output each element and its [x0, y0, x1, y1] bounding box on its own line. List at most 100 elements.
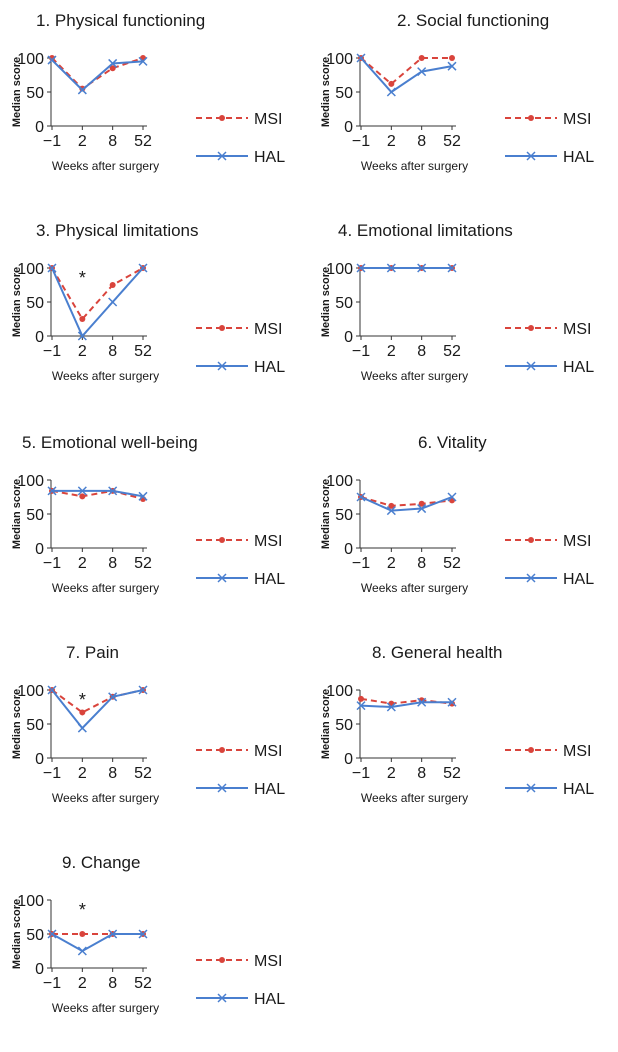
data-point-hal: [108, 58, 118, 68]
x-tick-label: 2: [78, 133, 87, 150]
series-line-msi: [360, 57, 452, 86]
data-point-msi: [79, 931, 86, 937]
x-tick-label: −1: [352, 343, 370, 360]
y-tick-label: 100: [326, 51, 353, 68]
x-tick-label: 8: [417, 555, 426, 572]
data-point-hal: [447, 697, 457, 707]
legend-marker-msi: [219, 747, 225, 753]
y-tick-label: 0: [344, 329, 353, 346]
data-point-hal: [138, 685, 148, 695]
chart-panel-8: 8. General health Median score 0 50 100 −1 2 8 5…: [309, 632, 618, 842]
data-point-hal: [356, 701, 366, 711]
x-axis-label: Weeks after surgery: [361, 369, 468, 383]
y-tick-label: 0: [35, 541, 44, 558]
x-tick-label: −1: [43, 343, 61, 360]
legend-label-hal: HAL: [254, 149, 285, 166]
y-tick-label: 50: [335, 85, 353, 102]
data-point-hal: [356, 492, 366, 502]
x-tick-label: −1: [352, 765, 370, 782]
x-tick-label: 2: [387, 555, 396, 572]
y-tick-label: 50: [26, 717, 44, 734]
y-tick-label: 50: [26, 85, 44, 102]
y-axis-label: Median score: [11, 57, 23, 127]
x-axis-label: Weeks after surgery: [361, 791, 468, 805]
chart-panel-6: 6. Vitality Median score 0 50 100 −1 2 8 52 Weeks…: [309, 422, 618, 632]
data-point-hal: [77, 85, 87, 95]
legend-marker-hal: [526, 361, 536, 371]
series-line-msi: [360, 697, 453, 705]
chart-panel-1: 1. Physical functioning Median score 0 50 10…: [0, 0, 309, 210]
y-tick-label: 0: [35, 119, 44, 136]
x-tick-label: 2: [387, 133, 396, 150]
chart-title: 5. Emotional well-being: [22, 433, 198, 452]
y-tick-label: 0: [35, 751, 44, 768]
chart-svg: 4. Emotional limitations Median score 0 50 1…: [320, 221, 594, 383]
series-line-hal: [51, 689, 144, 730]
series-line-hal: [51, 933, 143, 953]
y-tick-label: 100: [17, 893, 44, 910]
x-tick-label: 8: [108, 975, 117, 992]
legend-label-hal: HAL: [563, 781, 594, 798]
chart-title: 9. Change: [62, 853, 140, 872]
x-tick-label: −1: [43, 975, 61, 992]
chart-panel-2: 2. Social functioning Median score 0 50 100 −…: [309, 0, 618, 210]
y-tick-label: 50: [26, 507, 44, 524]
x-tick-label: 8: [108, 765, 117, 782]
chart-svg: 7. Pain Median score 0 50 100 −1 2 8 52 Weeks aft…: [11, 643, 285, 805]
legend-label-hal: HAL: [563, 359, 594, 376]
y-axis-label: Median score: [11, 479, 23, 549]
legend-label-hal: HAL: [563, 571, 594, 588]
data-point-hal: [138, 929, 148, 939]
legend-marker-hal: [526, 573, 536, 583]
data-point-hal: [447, 492, 457, 502]
data-point-hal: [108, 692, 118, 702]
significance-marker: *: [79, 900, 86, 920]
legend-marker-hal: [217, 573, 227, 583]
x-tick-label: −1: [43, 133, 61, 150]
data-point-msi: [358, 695, 364, 702]
series-line-msi: [51, 689, 144, 714]
x-tick-label: 8: [417, 765, 426, 782]
data-point-msi: [388, 502, 395, 509]
data-point-msi: [109, 282, 116, 288]
chart-title: 6. Vitality: [418, 433, 487, 452]
x-tick-label: 2: [78, 343, 87, 360]
legend-marker-hal: [217, 993, 227, 1003]
legend-label-hal: HAL: [563, 149, 594, 166]
y-tick-label: 100: [17, 51, 44, 68]
x-tick-label: 52: [443, 555, 461, 572]
data-point-hal: [447, 61, 457, 71]
chart-title: 7. Pain: [66, 643, 119, 662]
legend-marker-msi: [528, 747, 534, 753]
chart-svg: 8. General health Median score 0 50 100 −1 2 8 5…: [320, 643, 594, 805]
series-line-hal: [51, 267, 144, 338]
x-tick-label: 52: [134, 555, 152, 572]
chart-title: 8. General health: [372, 643, 502, 662]
y-axis-label: Median score: [320, 57, 332, 127]
data-point-hal: [47, 685, 57, 695]
data-point-hal: [47, 55, 57, 65]
x-tick-label: 8: [108, 555, 117, 572]
y-tick-label: 100: [326, 683, 353, 700]
series-line-msi: [51, 489, 144, 501]
y-tick-label: 0: [35, 329, 44, 346]
y-tick-label: 100: [326, 261, 353, 278]
y-tick-label: 0: [35, 961, 44, 978]
data-point-hal: [77, 946, 87, 956]
x-tick-label: 2: [387, 765, 396, 782]
x-axis-label: Weeks after surgery: [52, 1001, 159, 1015]
y-tick-label: 100: [17, 683, 44, 700]
legend-label-msi: MSI: [254, 743, 282, 760]
chart-title: 4. Emotional limitations: [338, 221, 513, 240]
y-axis-label: Median score: [320, 479, 332, 549]
chart-panel-3: 3. Physical limitations Median score 0 50 10…: [0, 210, 309, 420]
x-axis-label: Weeks after surgery: [52, 369, 159, 383]
data-point-hal: [108, 297, 118, 307]
x-tick-label: −1: [43, 765, 61, 782]
y-tick-label: 50: [335, 507, 353, 524]
legend-marker-msi: [528, 325, 534, 331]
data-point-msi: [388, 80, 395, 87]
legend-label-hal: HAL: [254, 571, 285, 588]
y-tick-label: 50: [26, 927, 44, 944]
y-tick-label: 0: [344, 751, 353, 768]
